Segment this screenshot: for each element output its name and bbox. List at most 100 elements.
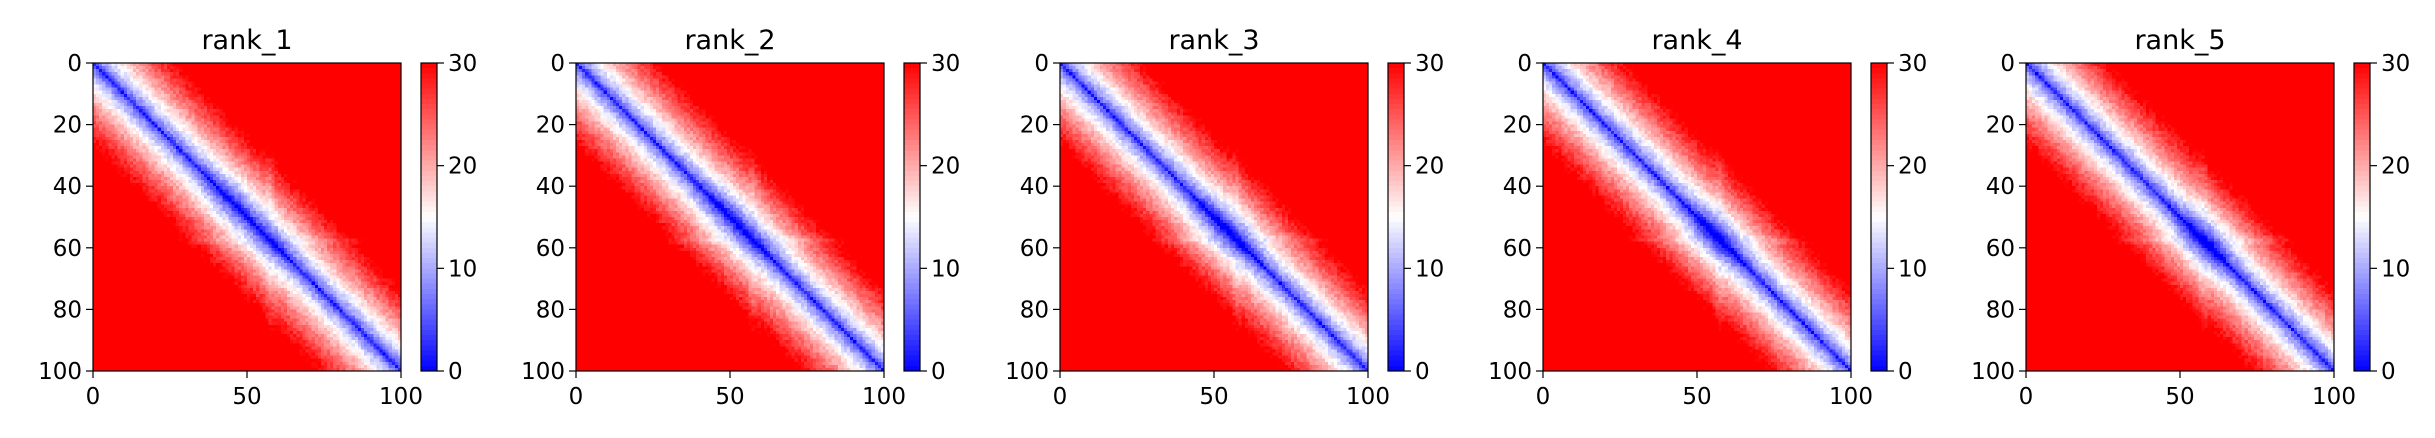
heatmap-cell [102, 96, 106, 101]
heatmap-cell [256, 81, 260, 86]
heatmap-cell [354, 103, 359, 107]
heatmap-cell [157, 106, 162, 110]
heatmap-cell [237, 99, 242, 104]
heatmap-cell [370, 103, 374, 107]
heatmap-cell [182, 96, 186, 101]
heatmap-cell [320, 63, 325, 67]
heatmap-cell [354, 75, 359, 79]
heatmap-cell [234, 106, 239, 110]
heatmap-cell [185, 103, 190, 107]
heatmap-cell [99, 93, 103, 98]
heatmap-cell [120, 72, 125, 76]
heatmap-cell [357, 90, 362, 95]
heatmap-cell [324, 93, 328, 98]
heatmap-cell [108, 106, 113, 110]
heatmap-cell [105, 99, 109, 104]
heatmap-cell [163, 72, 168, 76]
heatmap-cell [206, 93, 211, 98]
heatmap-cell [243, 81, 248, 86]
heatmap-cell [225, 106, 230, 110]
heatmap-cell [293, 72, 297, 76]
heatmap-cell [210, 99, 214, 104]
heatmap-cell [394, 87, 399, 92]
heatmap-cell [194, 96, 199, 101]
heatmap-cell [364, 75, 368, 79]
heatmap-cell [253, 72, 257, 76]
heatmap-cell [385, 72, 390, 76]
heatmap-cell [182, 90, 186, 95]
heatmap-cell [327, 93, 331, 98]
heatmap-cell [311, 78, 316, 83]
heatmap-cell [126, 72, 131, 76]
heatmap-cell [111, 87, 116, 92]
heatmap-cell [314, 103, 319, 107]
heatmap-cell [265, 99, 270, 104]
heatmap-cell [123, 69, 128, 73]
heatmap-cell [129, 106, 134, 110]
heatmap-cell [394, 93, 399, 98]
heatmap-cell [385, 96, 390, 101]
heatmap-cell [324, 84, 328, 89]
heatmap-cell [126, 75, 131, 79]
heatmap-cell [102, 87, 106, 92]
heatmap-cell [314, 99, 319, 104]
heatmap-cell [197, 84, 202, 89]
heatmap-cell [296, 63, 300, 67]
heatmap-cell [354, 78, 359, 83]
heatmap-cell [333, 103, 337, 107]
heatmap-cell [111, 84, 116, 89]
heatmap-cell [173, 63, 177, 67]
heatmap-cell [133, 90, 137, 95]
heatmap-cell [96, 87, 100, 92]
heatmap-cell [339, 75, 344, 79]
heatmap-cell [197, 103, 202, 107]
heatmap-cell [385, 66, 390, 70]
heatmap-cell [166, 106, 171, 110]
heatmap-cell [96, 78, 100, 83]
heatmap-cell [364, 72, 368, 76]
heatmap-cell [379, 106, 384, 110]
heatmap-cell [247, 78, 251, 83]
heatmap-cell [243, 78, 248, 83]
heatmap-cell [210, 63, 214, 67]
heatmap-cell [370, 75, 374, 79]
heatmap-cell [139, 96, 143, 101]
heatmap-cell [342, 93, 347, 98]
heatmap-cell [123, 90, 128, 95]
heatmap-cell [166, 87, 171, 92]
heatmap-cell [176, 103, 180, 107]
heatmap-cell [348, 63, 353, 67]
heatmap-cell [370, 69, 374, 73]
heatmap-cell [173, 69, 177, 73]
heatmap-cell [342, 78, 347, 83]
heatmap-cell [225, 103, 230, 107]
heatmap-cell [142, 66, 146, 70]
heatmap-cell [108, 90, 113, 95]
heatmap-cell [117, 72, 122, 76]
heatmap-cell [206, 66, 211, 70]
heatmap-cell [126, 84, 131, 89]
heatmap-cell [247, 93, 251, 98]
heatmap-cell [391, 63, 396, 67]
heatmap-cell [191, 93, 196, 98]
heatmap-cell [237, 66, 242, 70]
heatmap-cell [271, 78, 276, 83]
heatmap-cell [265, 87, 270, 92]
heatmap-cell [102, 69, 106, 73]
heatmap-cell [397, 63, 402, 67]
heatmap-cell [308, 106, 313, 110]
heatmap-cell [330, 69, 334, 73]
heatmap-cell [339, 72, 344, 76]
heatmap-cell [308, 93, 313, 98]
heatmap-cell [191, 103, 196, 107]
heatmap-cell [228, 93, 233, 98]
heatmap-cell [102, 84, 106, 89]
heatmap-cell [373, 72, 377, 76]
heatmap-cell [213, 75, 217, 79]
heatmap-cell [206, 72, 211, 76]
heatmap-cell [327, 72, 331, 76]
heatmap-cell [154, 96, 159, 101]
heatmap-cell [123, 84, 128, 89]
heatmap-cells [93, 63, 402, 372]
heatmap-cell [160, 69, 165, 73]
